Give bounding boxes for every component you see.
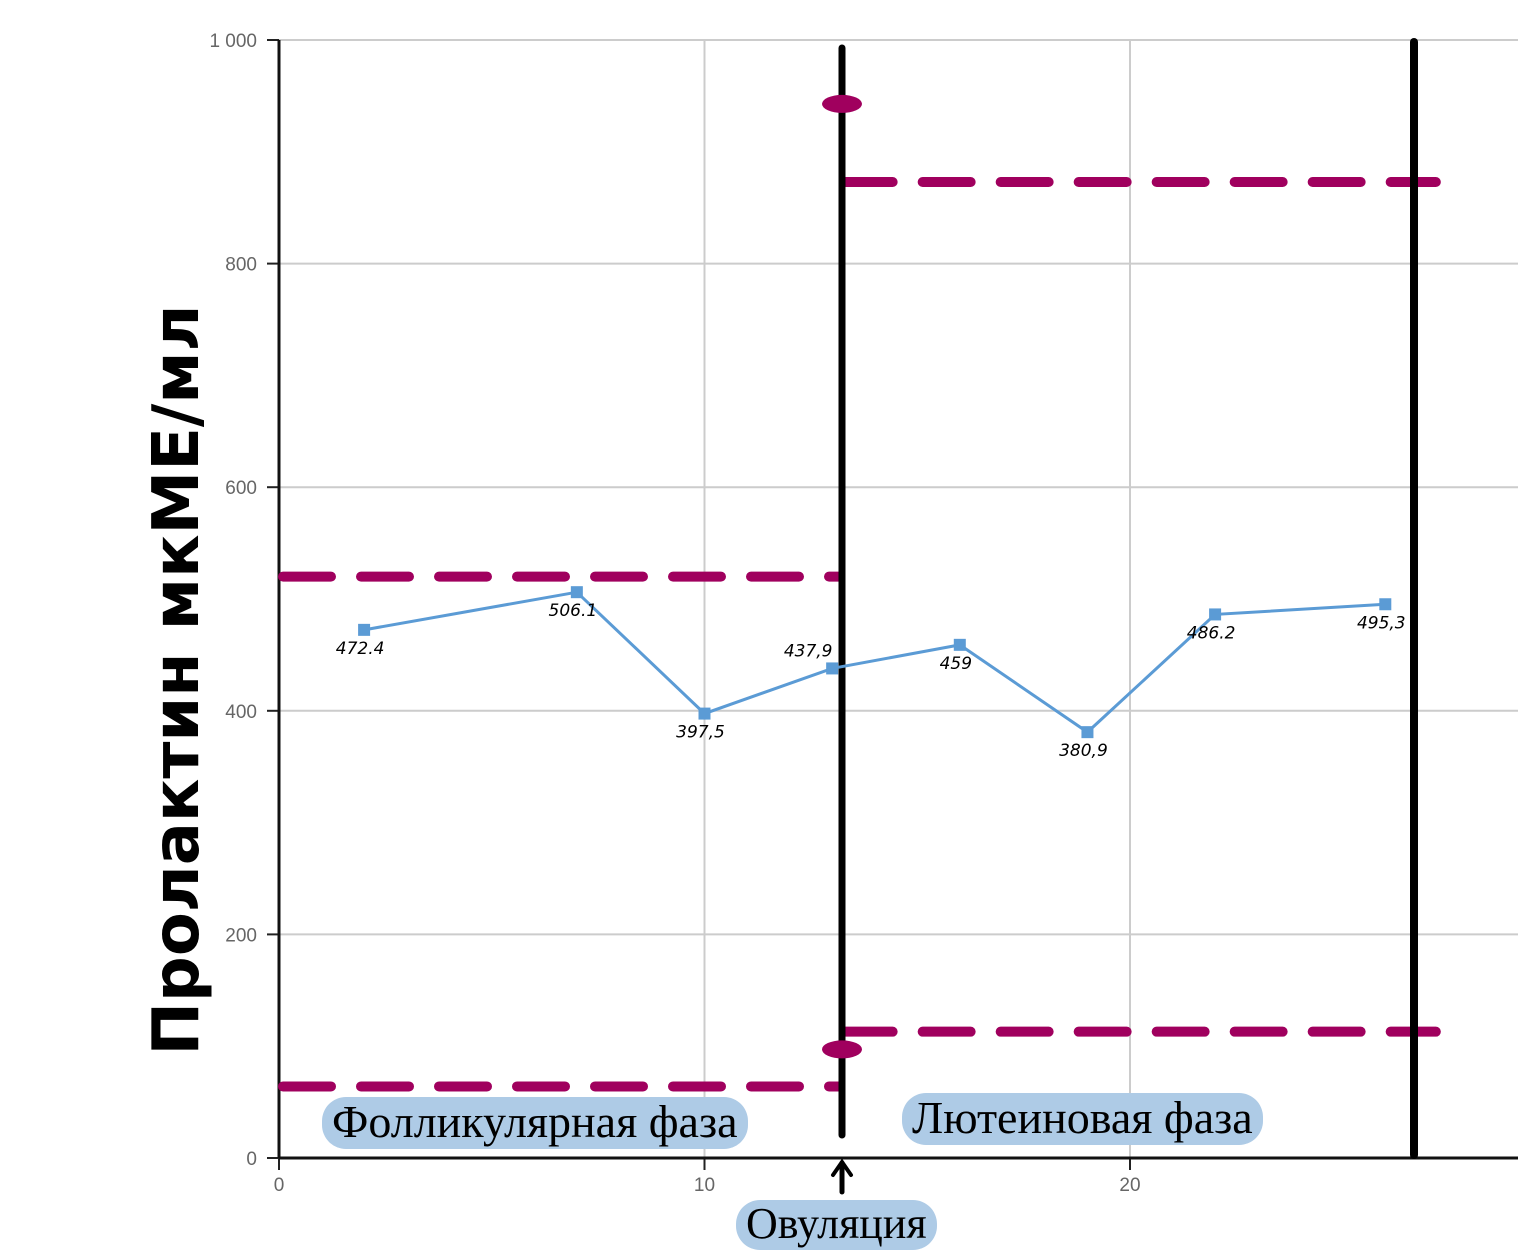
ovulation-arrow-head (831, 1158, 853, 1177)
follicular-phase-label: Фолликулярная фаза (322, 1097, 748, 1149)
data-point-marker (1209, 608, 1222, 621)
x-tick-label: 10 (694, 1175, 715, 1196)
data-point-label: 437,9 (784, 641, 833, 661)
data-point-marker (358, 623, 371, 636)
y-tick-label: 200 (225, 925, 257, 946)
y-tick-label: 0 (246, 1149, 257, 1170)
data-point-marker (1081, 726, 1094, 739)
ovulation-label: Овуляция (736, 1200, 937, 1250)
data-point-label: 380,9 (1059, 741, 1108, 761)
y-axis-label: Пролактин мкМЕ/мл (140, 305, 214, 1056)
y-tick-label: 800 (225, 255, 257, 276)
reference-ranges (278, 176, 1441, 1092)
y-axis-title: Пролактин мкМЕ/мл (140, 305, 214, 1056)
data-point-label: 472.4 (336, 639, 385, 659)
y-tick-label: 1 000 (209, 31, 257, 52)
x-tick-label: 20 (1119, 1175, 1140, 1196)
y-tick-label: 400 (225, 702, 257, 723)
data-point-label: 459 (940, 654, 972, 674)
y-tick-label: 600 (225, 478, 257, 499)
data-point-marker (698, 707, 711, 720)
data-point-marker (1379, 598, 1392, 611)
range-endpoint-dot (822, 1040, 862, 1059)
data-point-label: 397,5 (676, 723, 725, 743)
tick-labels: 0 200 400 600 800 1 000 0 10 20 (209, 31, 1140, 1196)
data-point-label: 486.2 (1187, 623, 1236, 643)
x-tick-label: 0 (274, 1175, 285, 1196)
series-line (363, 590, 1386, 735)
data-point-marker (570, 586, 583, 599)
axes (267, 39, 1518, 1170)
data-point-marker (953, 638, 966, 651)
data-point-label: 495,3 (1357, 613, 1406, 633)
data-point-marker (826, 662, 839, 675)
prolactin-series: 472.4 506.1 397,5 437,9 459 380,9 486.2 495,3 (336, 586, 1406, 761)
phase-markers (822, 38, 1418, 1195)
data-point-label: 506.1 (549, 601, 598, 621)
grid-lines (279, 39, 1518, 1158)
range-endpoint-dot (822, 94, 862, 113)
luteal-phase-label: Лютеиновая фаза (902, 1093, 1263, 1145)
